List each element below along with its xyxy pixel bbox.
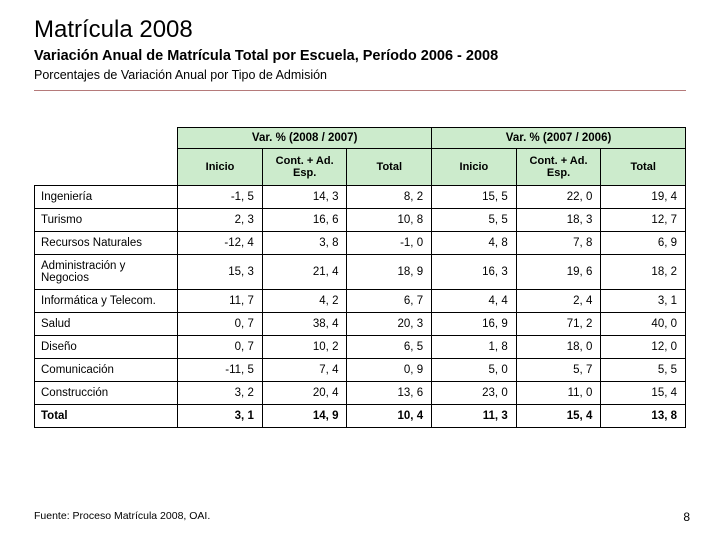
- cell: 4, 4: [432, 290, 517, 313]
- cell: 7, 4: [262, 359, 347, 382]
- cell: 71, 2: [516, 313, 601, 336]
- cell: 21, 4: [262, 255, 347, 290]
- cell: 4, 8: [432, 232, 517, 255]
- cell: 10, 4: [347, 405, 432, 428]
- cell: 11, 3: [432, 405, 517, 428]
- cell: 5, 7: [516, 359, 601, 382]
- row-label: Salud: [35, 313, 178, 336]
- cell: 12, 7: [601, 209, 686, 232]
- cell: 1, 8: [432, 336, 517, 359]
- source-note: Fuente: Proceso Matrícula 2008, OAI.: [34, 510, 210, 522]
- table-row: Diseño0, 710, 26, 51, 818, 012, 0: [35, 336, 686, 359]
- cell: 15, 4: [601, 382, 686, 405]
- row-label: Informática y Telecom.: [35, 290, 178, 313]
- cell: 0, 7: [178, 313, 263, 336]
- cell: -1, 5: [178, 186, 263, 209]
- cell: 18, 2: [601, 255, 686, 290]
- table-row: Recursos Naturales-12, 43, 8-1, 04, 87, …: [35, 232, 686, 255]
- cell: 8, 2: [347, 186, 432, 209]
- cell: 18, 0: [516, 336, 601, 359]
- cell: 3, 1: [601, 290, 686, 313]
- col-total-2: Total: [601, 149, 686, 186]
- row-label: Diseño: [35, 336, 178, 359]
- cell: 14, 3: [262, 186, 347, 209]
- cell: 15, 5: [432, 186, 517, 209]
- col-group-2: Var. % (2007 / 2006): [432, 128, 686, 149]
- cell: 10, 2: [262, 336, 347, 359]
- cell: 0, 9: [347, 359, 432, 382]
- table-total-row: Total3, 114, 910, 411, 315, 413, 8: [35, 405, 686, 428]
- cell: 2, 3: [178, 209, 263, 232]
- cell: 11, 0: [516, 382, 601, 405]
- table-row: Administración y Negocios15, 321, 418, 9…: [35, 255, 686, 290]
- page-title: Matrícula 2008: [34, 16, 686, 44]
- page-number: 8: [683, 510, 690, 524]
- cell: 11, 7: [178, 290, 263, 313]
- cell: 23, 0: [432, 382, 517, 405]
- cell: 16, 6: [262, 209, 347, 232]
- page-subsubtitle: Porcentajes de Variación Anual por Tipo …: [34, 68, 686, 82]
- cell: 5, 5: [601, 359, 686, 382]
- cell: 19, 6: [516, 255, 601, 290]
- col-inicio-2: Inicio: [432, 149, 517, 186]
- corner-cell: [35, 128, 178, 186]
- row-label: Construcción: [35, 382, 178, 405]
- page-subtitle: Variación Anual de Matrícula Total por E…: [34, 48, 686, 64]
- cell: 15, 4: [516, 405, 601, 428]
- table-row: Ingeniería-1, 514, 38, 215, 522, 019, 4: [35, 186, 686, 209]
- col-cont-1: Cont. + Ad. Esp.: [262, 149, 347, 186]
- cell: 0, 7: [178, 336, 263, 359]
- cell: 7, 8: [516, 232, 601, 255]
- data-table: Var. % (2008 / 2007) Var. % (2007 / 2006…: [34, 127, 686, 428]
- cell: 18, 3: [516, 209, 601, 232]
- cell: 20, 4: [262, 382, 347, 405]
- row-label: Administración y Negocios: [35, 255, 178, 290]
- cell: 6, 9: [601, 232, 686, 255]
- cell: -1, 0: [347, 232, 432, 255]
- cell: 19, 4: [601, 186, 686, 209]
- cell: 2, 4: [516, 290, 601, 313]
- col-total-1: Total: [347, 149, 432, 186]
- cell: 15, 3: [178, 255, 263, 290]
- cell: 13, 8: [601, 405, 686, 428]
- row-label: Total: [35, 405, 178, 428]
- row-label: Ingeniería: [35, 186, 178, 209]
- cell: 22, 0: [516, 186, 601, 209]
- table-row: Turismo2, 316, 610, 85, 518, 312, 7: [35, 209, 686, 232]
- cell: 6, 5: [347, 336, 432, 359]
- cell: 16, 9: [432, 313, 517, 336]
- row-label: Comunicación: [35, 359, 178, 382]
- col-cont-2: Cont. + Ad. Esp.: [516, 149, 601, 186]
- cell: 6, 7: [347, 290, 432, 313]
- cell: 3, 1: [178, 405, 263, 428]
- cell: 5, 0: [432, 359, 517, 382]
- table-row: Comunicación-11, 57, 40, 95, 05, 75, 5: [35, 359, 686, 382]
- cell: -11, 5: [178, 359, 263, 382]
- cell: 12, 0: [601, 336, 686, 359]
- row-label: Turismo: [35, 209, 178, 232]
- cell: 16, 3: [432, 255, 517, 290]
- cell: 14, 9: [262, 405, 347, 428]
- table-body: Ingeniería-1, 514, 38, 215, 522, 019, 4 …: [35, 186, 686, 428]
- row-label: Recursos Naturales: [35, 232, 178, 255]
- col-group-1: Var. % (2008 / 2007): [178, 128, 432, 149]
- cell: 3, 8: [262, 232, 347, 255]
- table-row: Salud0, 738, 420, 316, 971, 240, 0: [35, 313, 686, 336]
- cell: 13, 6: [347, 382, 432, 405]
- header-rule: [34, 90, 686, 91]
- cell: 10, 8: [347, 209, 432, 232]
- cell: -12, 4: [178, 232, 263, 255]
- cell: 4, 2: [262, 290, 347, 313]
- cell: 3, 2: [178, 382, 263, 405]
- cell: 5, 5: [432, 209, 517, 232]
- table-row: Construcción3, 220, 413, 623, 011, 015, …: [35, 382, 686, 405]
- cell: 18, 9: [347, 255, 432, 290]
- table-row: Informática y Telecom.11, 74, 26, 74, 42…: [35, 290, 686, 313]
- col-inicio-1: Inicio: [178, 149, 263, 186]
- cell: 38, 4: [262, 313, 347, 336]
- cell: 40, 0: [601, 313, 686, 336]
- cell: 20, 3: [347, 313, 432, 336]
